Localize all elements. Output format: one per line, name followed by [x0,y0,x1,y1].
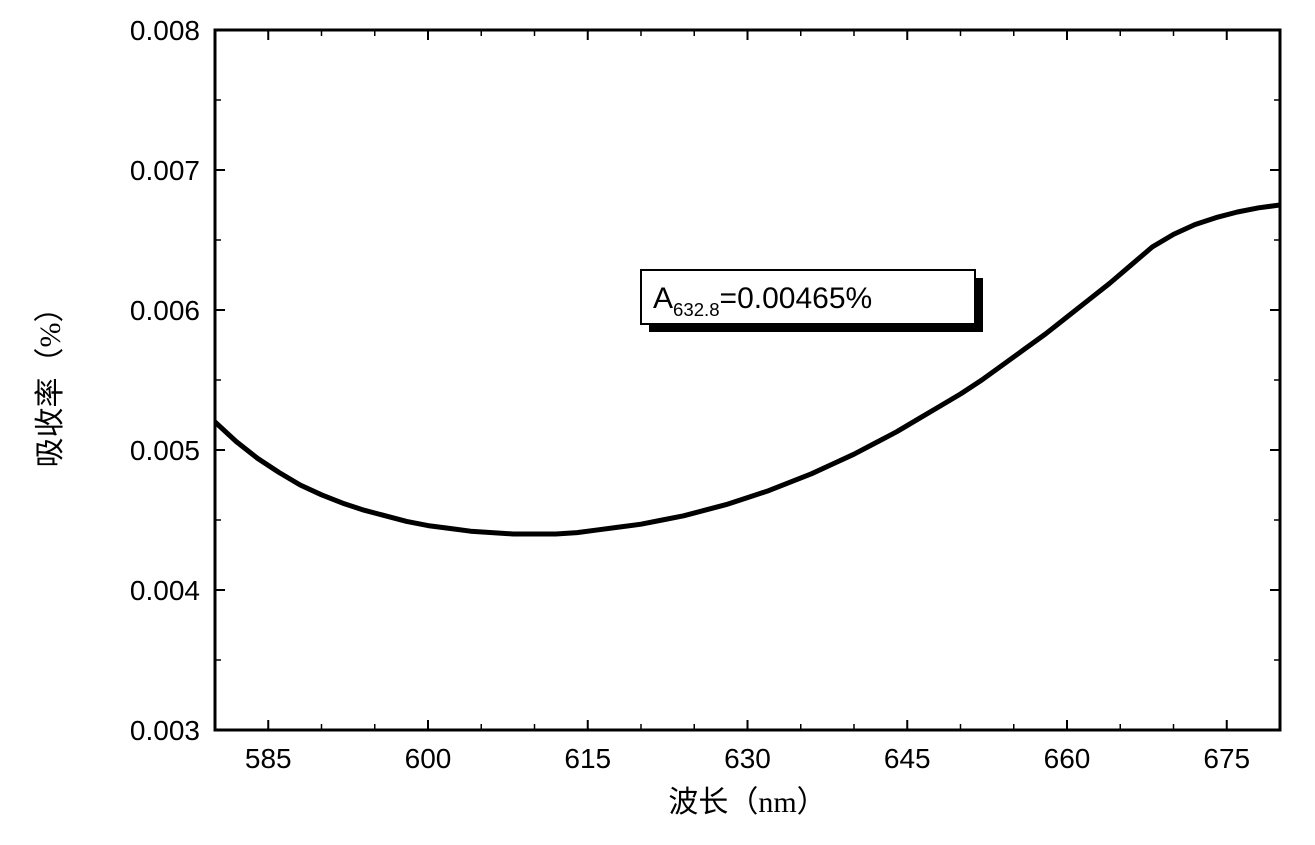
chart-container: 585 600 615 630 645 660 675 0.003 0.004 0.005 0.00… [0,0,1315,845]
y-tick-label: 0.007 [130,155,200,186]
y-axis-label: 吸收率（%） [34,293,67,468]
x-tick-label: 585 [245,743,292,774]
x-tick-label: 645 [884,743,931,774]
y-tick-label: 0.003 [130,715,200,746]
x-tick-label: 615 [564,743,611,774]
y-tick-label: 0.008 [130,15,200,46]
x-tick-label: 660 [1044,743,1091,774]
y-tick-label: 0.006 [130,295,200,326]
x-tick-label: 630 [724,743,771,774]
line-chart: 585 600 615 630 645 660 675 0.003 0.004 0.005 0.00… [0,0,1315,845]
x-axis-label: 波长（nm） [668,786,826,819]
y-tick-label: 0.005 [130,435,200,466]
x-tick-label: 600 [405,743,452,774]
x-tick-label: 675 [1203,743,1250,774]
y-tick-label: 0.004 [130,575,200,606]
